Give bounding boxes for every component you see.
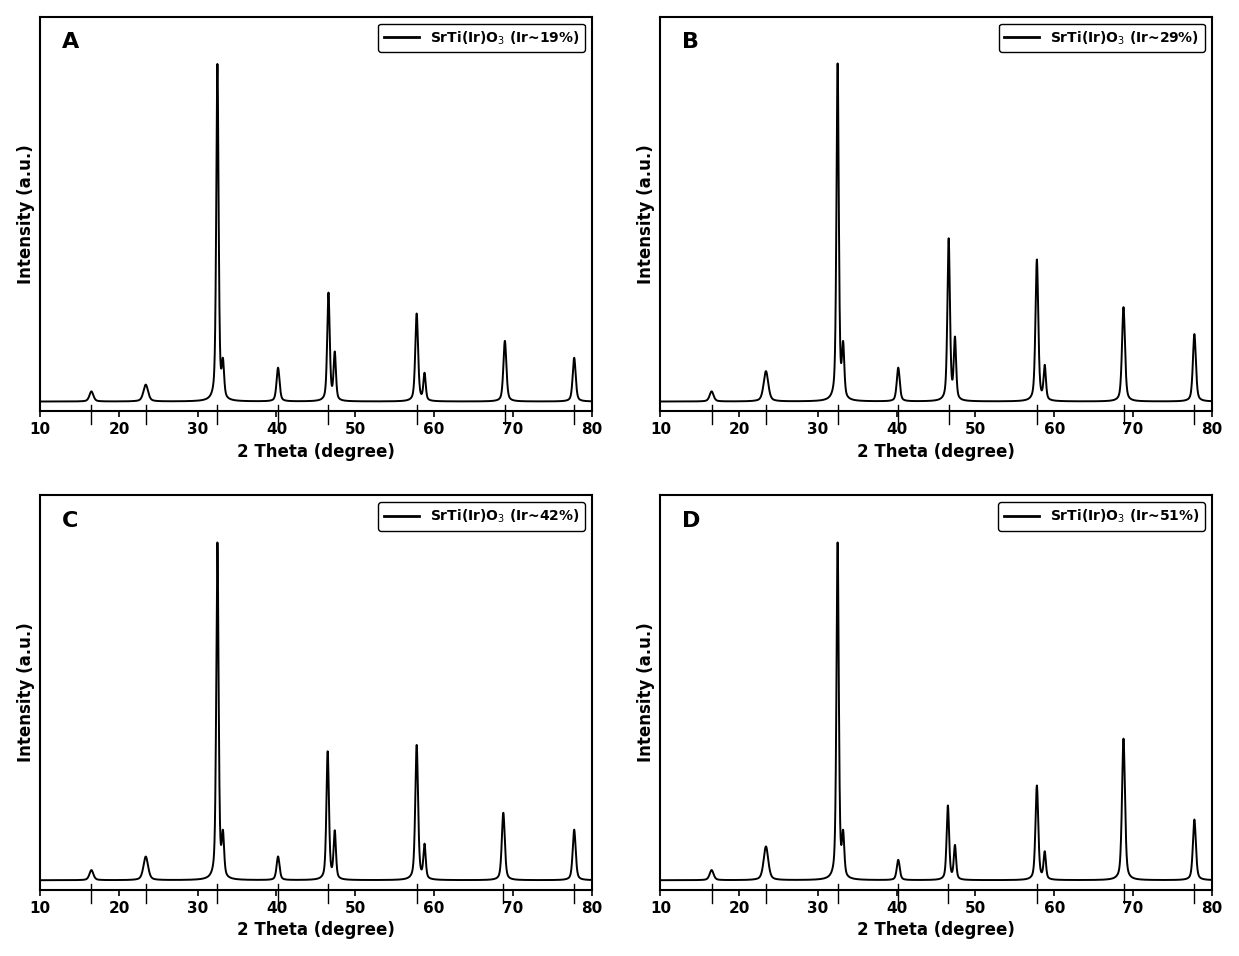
X-axis label: 2 Theta (degree): 2 Theta (degree) [237,443,395,461]
Text: D: D [683,511,701,532]
Y-axis label: Intensity (a.u.): Intensity (a.u.) [16,622,35,762]
Y-axis label: Intensity (a.u.): Intensity (a.u.) [16,144,35,284]
Legend: SrTi(Ir)O$_3$ (Ir~29%): SrTi(Ir)O$_3$ (Ir~29%) [999,24,1204,53]
Y-axis label: Intensity (a.u.): Intensity (a.u.) [637,144,655,284]
Legend: SrTi(Ir)O$_3$ (Ir~19%): SrTi(Ir)O$_3$ (Ir~19%) [378,24,585,53]
X-axis label: 2 Theta (degree): 2 Theta (degree) [237,922,395,940]
X-axis label: 2 Theta (degree): 2 Theta (degree) [857,443,1015,461]
Text: C: C [62,511,78,532]
X-axis label: 2 Theta (degree): 2 Theta (degree) [857,922,1015,940]
Text: B: B [683,33,700,53]
Legend: SrTi(Ir)O$_3$ (Ir~51%): SrTi(Ir)O$_3$ (Ir~51%) [999,502,1204,531]
Y-axis label: Intensity (a.u.): Intensity (a.u.) [637,622,655,762]
Text: A: A [62,33,79,53]
Legend: SrTi(Ir)O$_3$ (Ir~42%): SrTi(Ir)O$_3$ (Ir~42%) [378,502,585,531]
